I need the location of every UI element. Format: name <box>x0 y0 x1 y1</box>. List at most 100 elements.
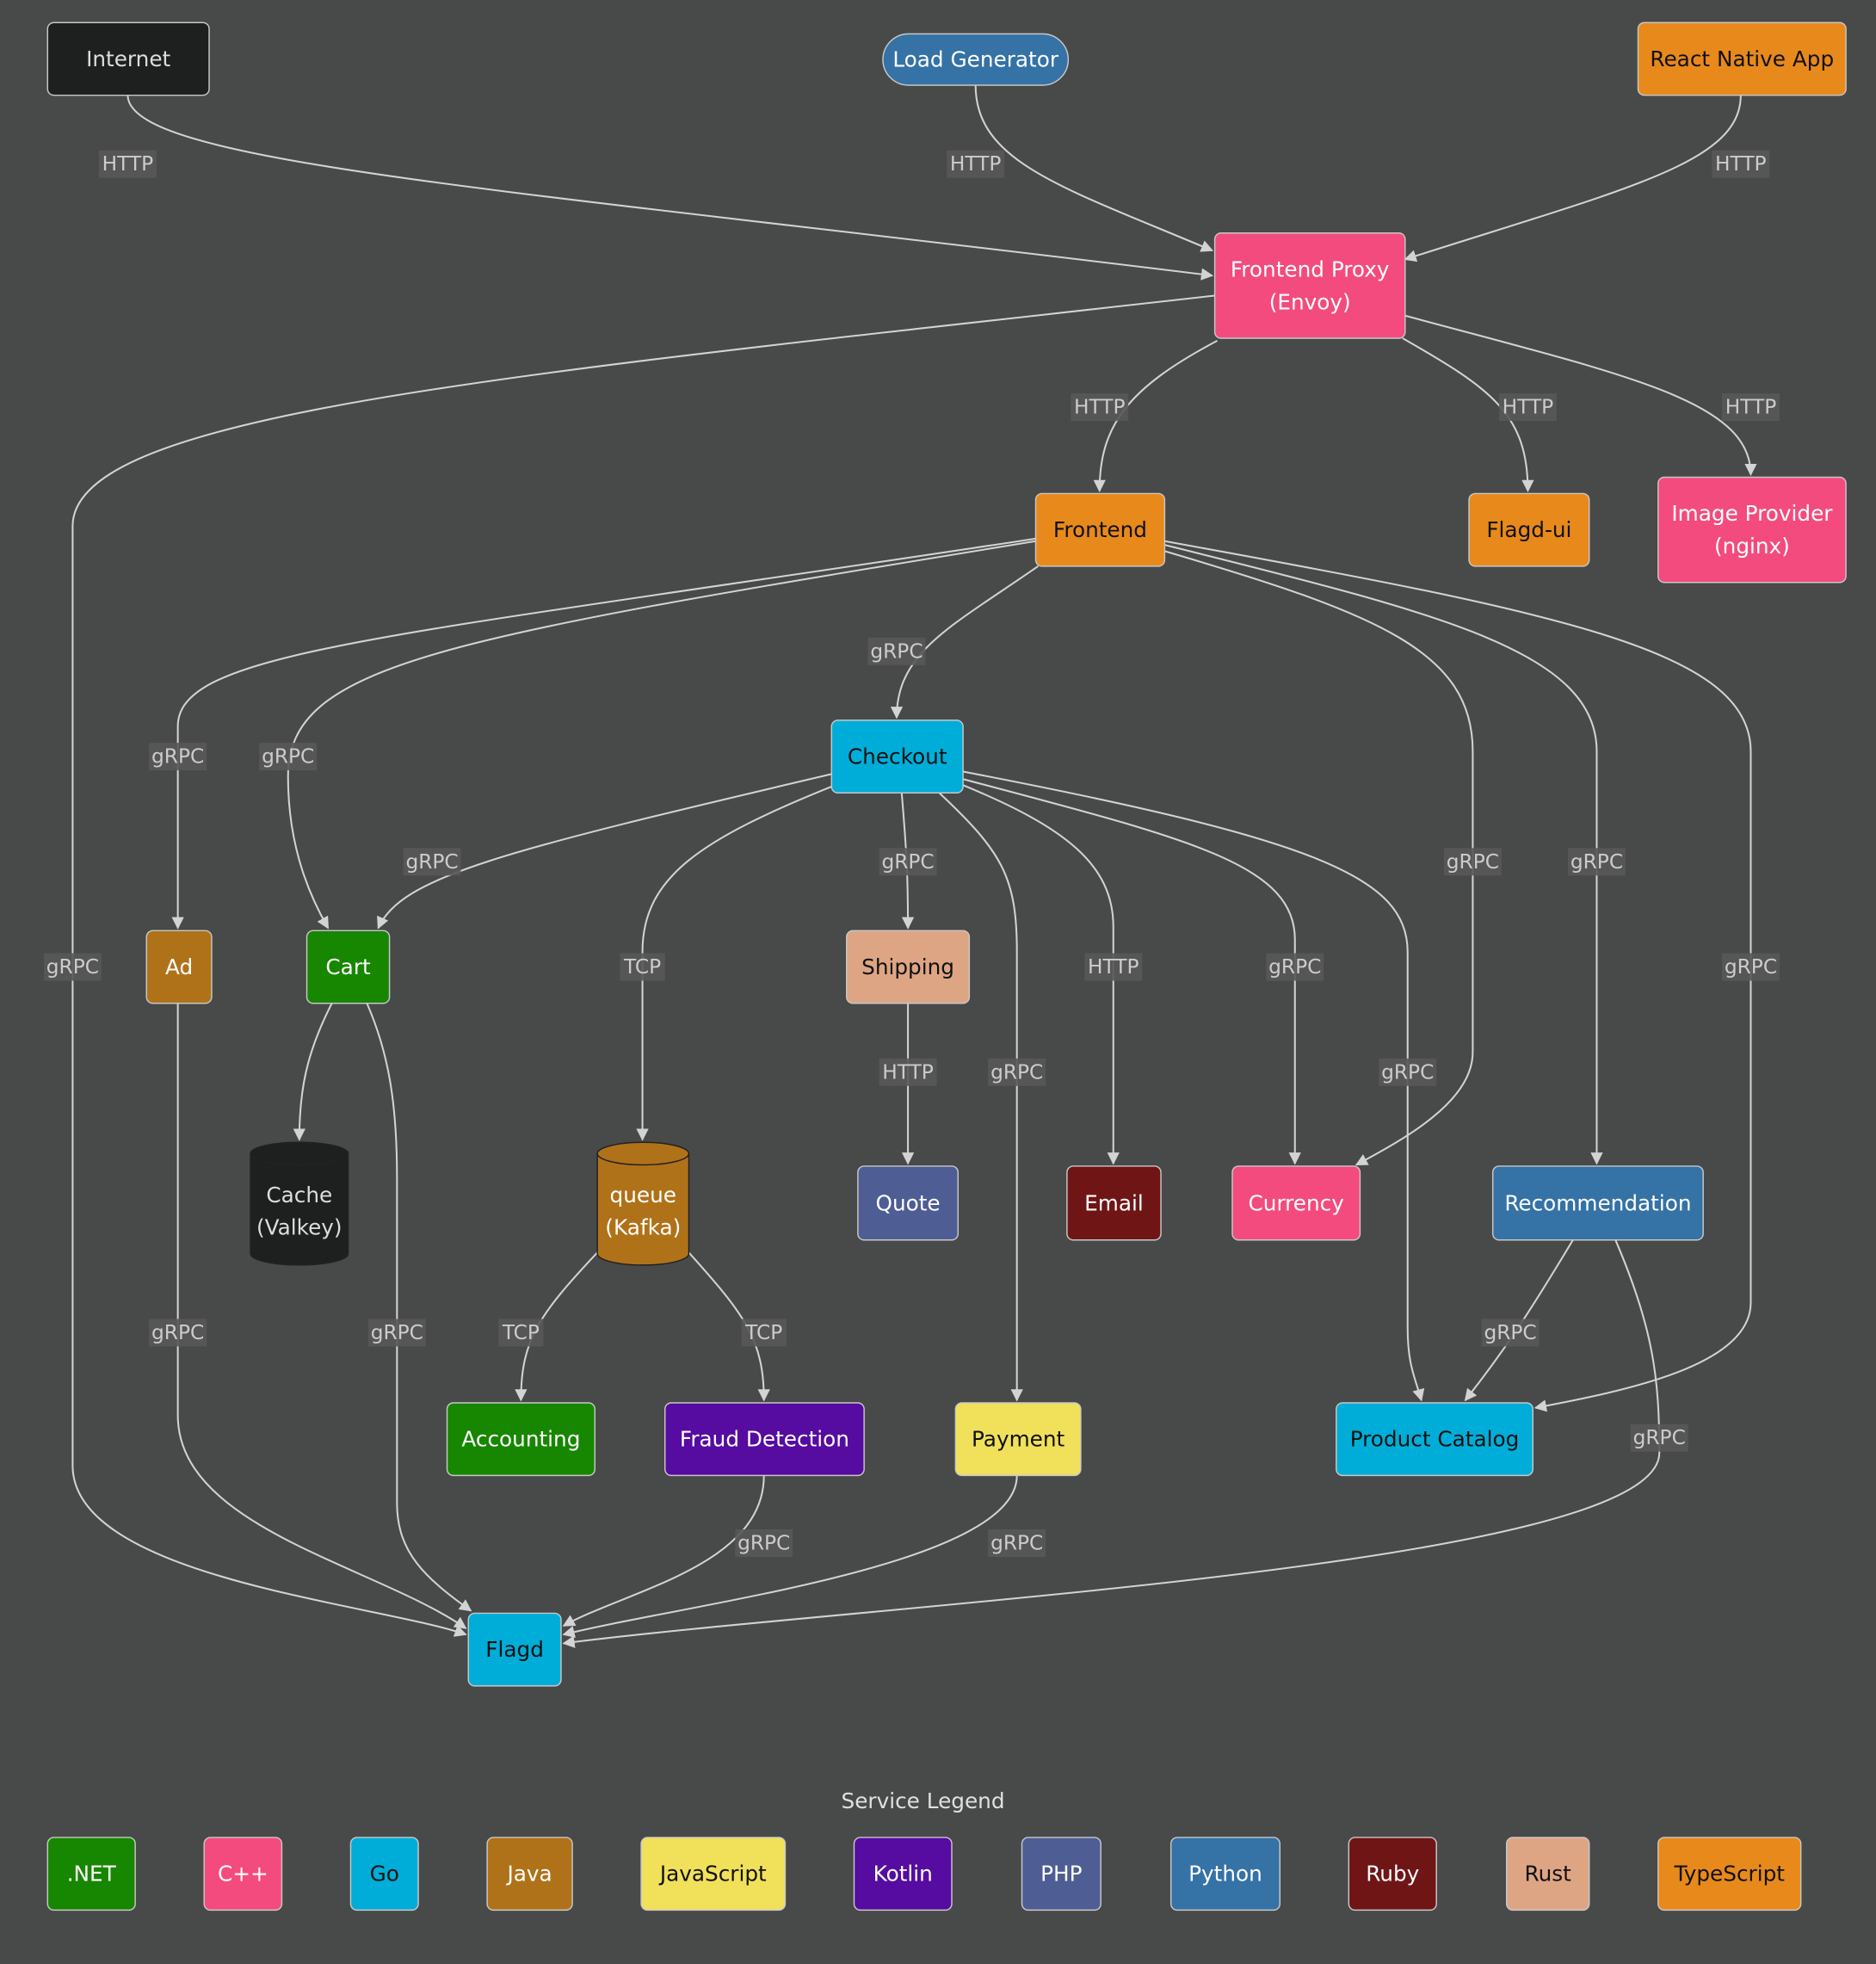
edge-frontend-to-ad <box>171 537 1036 930</box>
edge-label-background <box>149 1319 207 1347</box>
node-label: Fraud Detection <box>680 1427 849 1452</box>
legend-item-php: PHP <box>1021 1837 1102 1912</box>
edge-label-background <box>1498 393 1557 422</box>
edge-label-background <box>98 150 157 178</box>
legend-item-c: C++ <box>203 1837 283 1912</box>
node-label: Internet <box>86 46 170 71</box>
node-label: Ad <box>165 954 193 979</box>
node-box <box>1034 492 1166 567</box>
node-box <box>882 33 1070 86</box>
edge-ad-to-flagd <box>176 1003 467 1629</box>
node-label: Recommendation <box>1504 1190 1691 1215</box>
edge-label: HTTP <box>1715 152 1767 176</box>
node-queue[interactable]: queue (Kafka) <box>596 1141 690 1266</box>
node-box <box>446 1402 596 1477</box>
legend-label: .NET <box>67 1862 117 1887</box>
legend-swatch <box>1348 1837 1437 1912</box>
legend-swatch <box>486 1837 573 1912</box>
node-frontend[interactable]: Frontend <box>1034 492 1166 567</box>
edge-payment-to-flagd <box>562 1475 1018 1639</box>
node-ad[interactable]: Ad <box>145 930 213 1004</box>
edge-cart-to-flagd <box>366 1003 472 1612</box>
edge-checkout-to-queue <box>636 786 832 1141</box>
node-payment[interactable]: Payment <box>954 1402 1082 1477</box>
legend-swatch <box>1505 1837 1590 1912</box>
edge-frauddetection-to-flagd <box>562 1475 765 1627</box>
node-loadgen[interactable]: Load Generator <box>882 33 1070 86</box>
node-label: Image Provider <box>1671 501 1833 526</box>
node-label: Frontend Proxy <box>1231 256 1390 281</box>
node-box <box>830 720 964 794</box>
node-box <box>846 930 971 1004</box>
node-shipping[interactable]: Shipping <box>846 930 971 1004</box>
node-label: Accounting <box>461 1427 580 1452</box>
edge-checkout-to-email <box>960 783 1120 1165</box>
node-quote[interactable]: Quote <box>857 1165 960 1241</box>
edge-label-background <box>1084 953 1143 981</box>
legend-label: Python <box>1188 1862 1262 1887</box>
node-frauddetection[interactable]: Fraud Detection <box>664 1402 865 1477</box>
edge-label: HTTP <box>1503 396 1554 419</box>
edge-label-background <box>149 743 207 771</box>
database-cylinder-icon <box>596 1141 690 1266</box>
node-label: Quote <box>875 1190 940 1215</box>
edge-label: gRPC <box>1571 850 1623 874</box>
edge-label-background <box>498 1319 544 1347</box>
edge-label: HTTP <box>882 1060 934 1084</box>
node-box <box>857 1165 960 1241</box>
edge-frontend-to-checkout <box>890 565 1040 720</box>
node-productcatalog[interactable]: Product Catalog <box>1336 1402 1534 1477</box>
edge-label-background <box>1630 1424 1688 1452</box>
edge-frontend-to-productcatalog <box>1164 540 1752 1412</box>
node-flagdui[interactable]: Flagd-ui <box>1468 492 1590 567</box>
node-internet[interactable]: Internet <box>46 22 210 96</box>
legend-swatch <box>1021 1837 1102 1912</box>
legend-swatch <box>1169 1837 1281 1912</box>
edge-label: gRPC <box>371 1321 423 1344</box>
edge-label: gRPC <box>990 1531 1043 1554</box>
edge-label-background <box>988 1529 1046 1557</box>
node-currency[interactable]: Currency <box>1231 1165 1361 1241</box>
nodes-layer: Internet Load Generator React Native App Fr… <box>46 22 1847 1687</box>
edge-label-background <box>947 150 1005 178</box>
node-box <box>1231 1165 1361 1241</box>
edge-label: HTTP <box>102 152 154 176</box>
node-label: Flagd <box>485 1637 544 1662</box>
legend-item-kotlin: Kotlin <box>853 1837 953 1912</box>
edge-label-background <box>1568 848 1626 876</box>
edge-internet-to-frontendproxy <box>127 95 1214 281</box>
edge-labels-layer: HTTP HTTP HTTP gRPC HTTP HTTP HTTP gRPC gRPC gRPC… <box>43 150 1780 1557</box>
edge-label: gRPC <box>151 745 204 769</box>
node-box <box>1468 492 1590 567</box>
edge-label: gRPC <box>881 850 934 874</box>
node-label: Load Generator <box>892 47 1059 72</box>
cylinder-rim <box>596 1153 690 1166</box>
node-checkout[interactable]: Checkout <box>830 720 964 794</box>
edge-cart-to-cache <box>293 1003 333 1141</box>
node-flagd[interactable]: Flagd <box>467 1612 562 1687</box>
node-label: Checkout <box>848 744 947 769</box>
edge-label-background <box>1722 953 1780 981</box>
node-cart[interactable]: Cart <box>305 930 391 1004</box>
node-imageprovider[interactable]: Image Provider (nginx) <box>1657 476 1847 584</box>
edge-label-background <box>1071 393 1129 422</box>
node-frontendproxy[interactable]: Frontend Proxy (Envoy) <box>1213 232 1406 339</box>
edge-label: TCP <box>502 1321 540 1344</box>
node-reactnative[interactable]: React Native App <box>1637 22 1847 96</box>
node-box <box>1336 1402 1534 1477</box>
node-accounting[interactable]: Accounting <box>446 1402 596 1477</box>
edge-label: TCP <box>623 955 661 979</box>
edge-label: TCP <box>744 1321 782 1344</box>
edge-label-background <box>1443 848 1502 876</box>
node-email[interactable]: Email <box>1066 1165 1162 1241</box>
edge-label: gRPC <box>46 955 99 979</box>
edge-checkout-to-productcatalog <box>962 770 1425 1402</box>
edge-checkout-to-currency <box>962 778 1301 1165</box>
edge-label: gRPC <box>1268 955 1321 979</box>
node-box <box>145 930 213 1004</box>
legend-label: Ruby <box>1366 1862 1419 1887</box>
node-cache[interactable]: Cache (Valkey) <box>250 1141 349 1266</box>
node-recommendation[interactable]: Recommendation <box>1491 1165 1704 1241</box>
edge-frontendproxy-to-flagdui <box>1402 337 1534 492</box>
service-legend: Service Legend .NET C++ Go Java JavaScript Ko… <box>46 1788 1802 1912</box>
